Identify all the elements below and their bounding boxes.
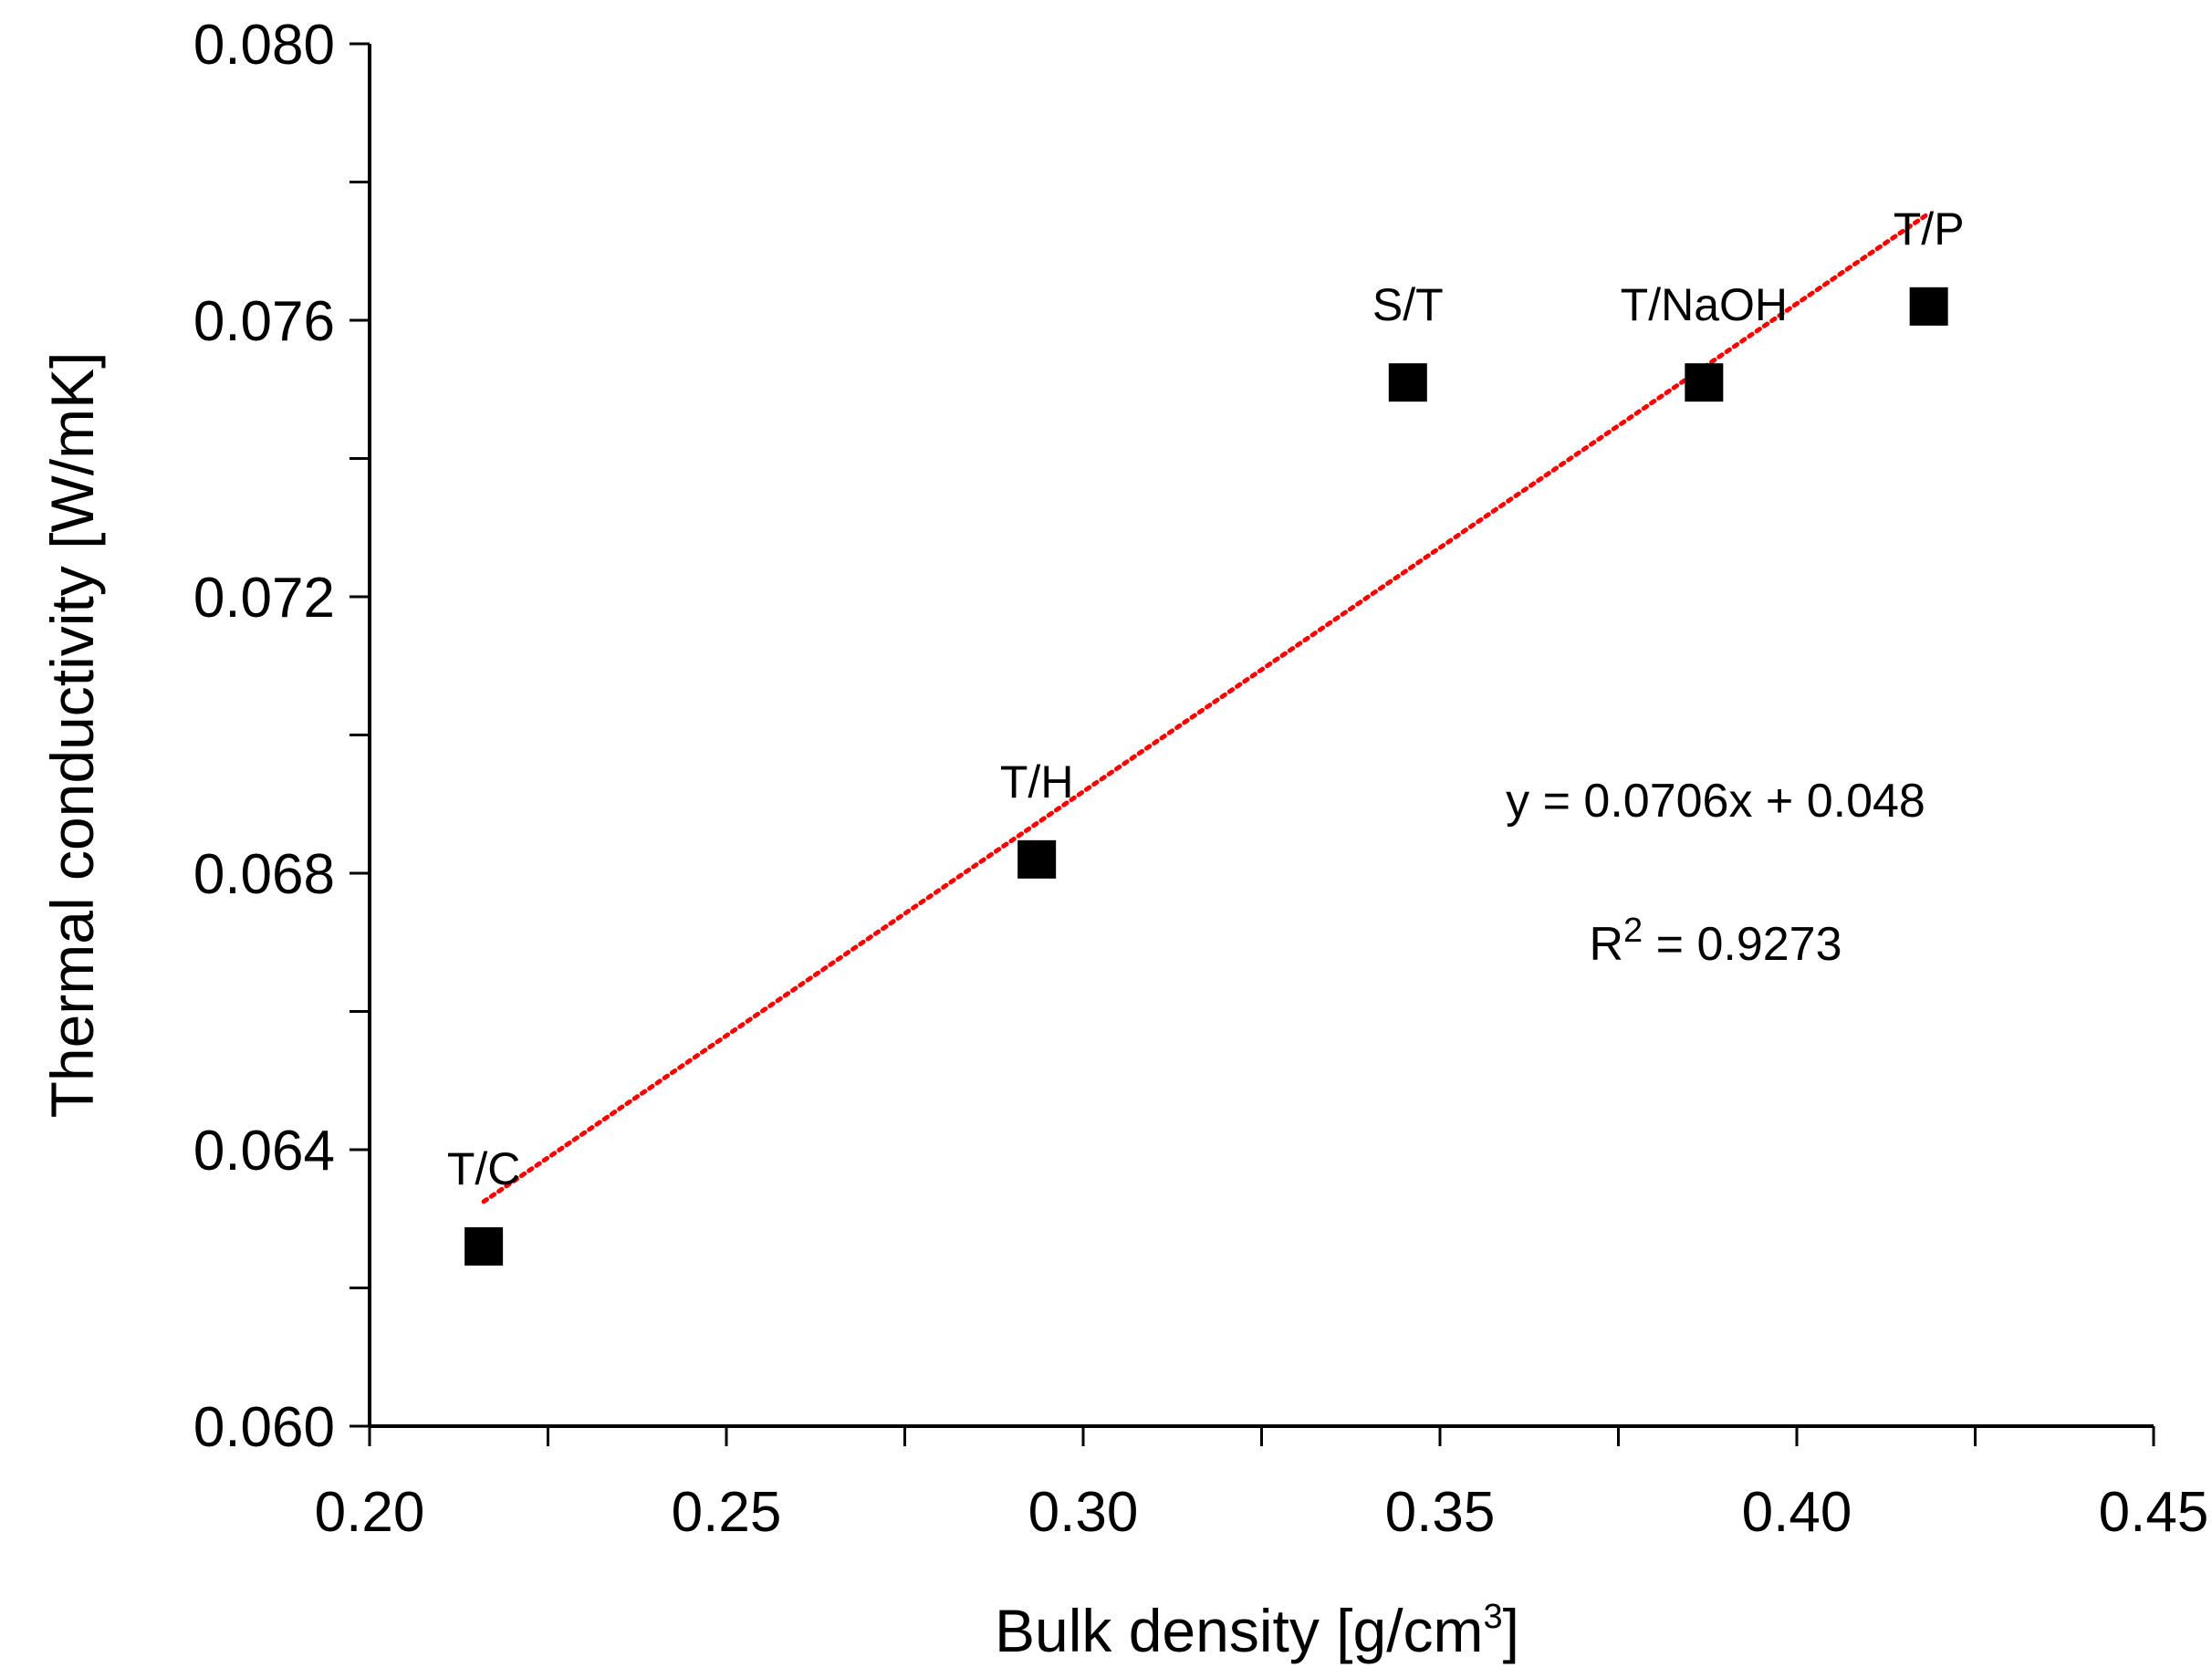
data-point [464, 1227, 504, 1266]
x-tick-label: 0.20 [315, 1481, 425, 1544]
r-squared-suffix: = 0.9273 [1643, 918, 1842, 971]
data-label: S/T [1372, 279, 1444, 330]
data-label: T/P [1894, 203, 1965, 255]
data-point [1388, 363, 1427, 402]
r-squared-value: R2 = 0.9273 [1589, 912, 1842, 971]
x-tick-label: 0.30 [1028, 1481, 1139, 1544]
x-axis-title-end: ] [1503, 1597, 1519, 1664]
y-tick-label: 0.060 [193, 1396, 335, 1459]
x-tick-label: 0.25 [672, 1481, 782, 1544]
data-label: T/C [447, 1143, 521, 1194]
axes [368, 44, 2154, 1428]
x-tick-label: 0.35 [1385, 1481, 1496, 1544]
r-squared-prefix: R [1589, 918, 1623, 971]
x-tick-label: 0.45 [2099, 1481, 2209, 1544]
r-squared-superscript: 2 [1623, 912, 1643, 950]
ticks [350, 42, 2155, 1446]
y-tick-label: 0.064 [193, 1120, 335, 1183]
x-axis-title-superscript: 3 [1484, 1598, 1503, 1636]
trendline [481, 211, 1932, 1204]
x-axis-title: Bulk density [g/cm3] [995, 1597, 1519, 1664]
tick-labels: 0.060 0.064 0.068 0.072 0.076 0.080 0.20 0.25 0.… [193, 14, 2208, 1544]
y-tick-label: 0.080 [193, 14, 335, 77]
point-labels: T/C T/H S/T T/NaOH T/P [447, 203, 1965, 1194]
data-point [1685, 363, 1724, 402]
x-tick-label: 0.40 [1742, 1481, 1852, 1544]
y-axis-title: Thermal conductivity [W/mK] [38, 352, 106, 1119]
x-axis-title-main: Bulk density [g/cm [995, 1597, 1484, 1664]
y-tick-label: 0.072 [193, 567, 335, 630]
y-tick-label: 0.068 [193, 843, 335, 906]
data-point [1909, 287, 1948, 326]
data-point [1017, 839, 1057, 879]
trendline-equation: y = 0.0706x + 0.048 [1506, 775, 1925, 828]
y-tick-label: 0.076 [193, 290, 335, 353]
data-label: T/NaOH [1621, 279, 1788, 330]
data-label: T/H [1000, 756, 1074, 808]
data-points [464, 287, 1948, 1266]
